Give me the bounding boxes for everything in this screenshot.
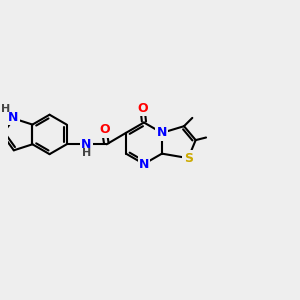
Text: N: N	[81, 138, 92, 151]
Text: O: O	[138, 102, 148, 115]
Text: N: N	[8, 111, 19, 124]
Text: N: N	[157, 126, 167, 140]
Text: N: N	[139, 158, 149, 170]
Text: H: H	[1, 104, 10, 114]
Text: S: S	[184, 152, 193, 165]
Text: O: O	[99, 123, 110, 136]
Text: H: H	[82, 148, 91, 158]
